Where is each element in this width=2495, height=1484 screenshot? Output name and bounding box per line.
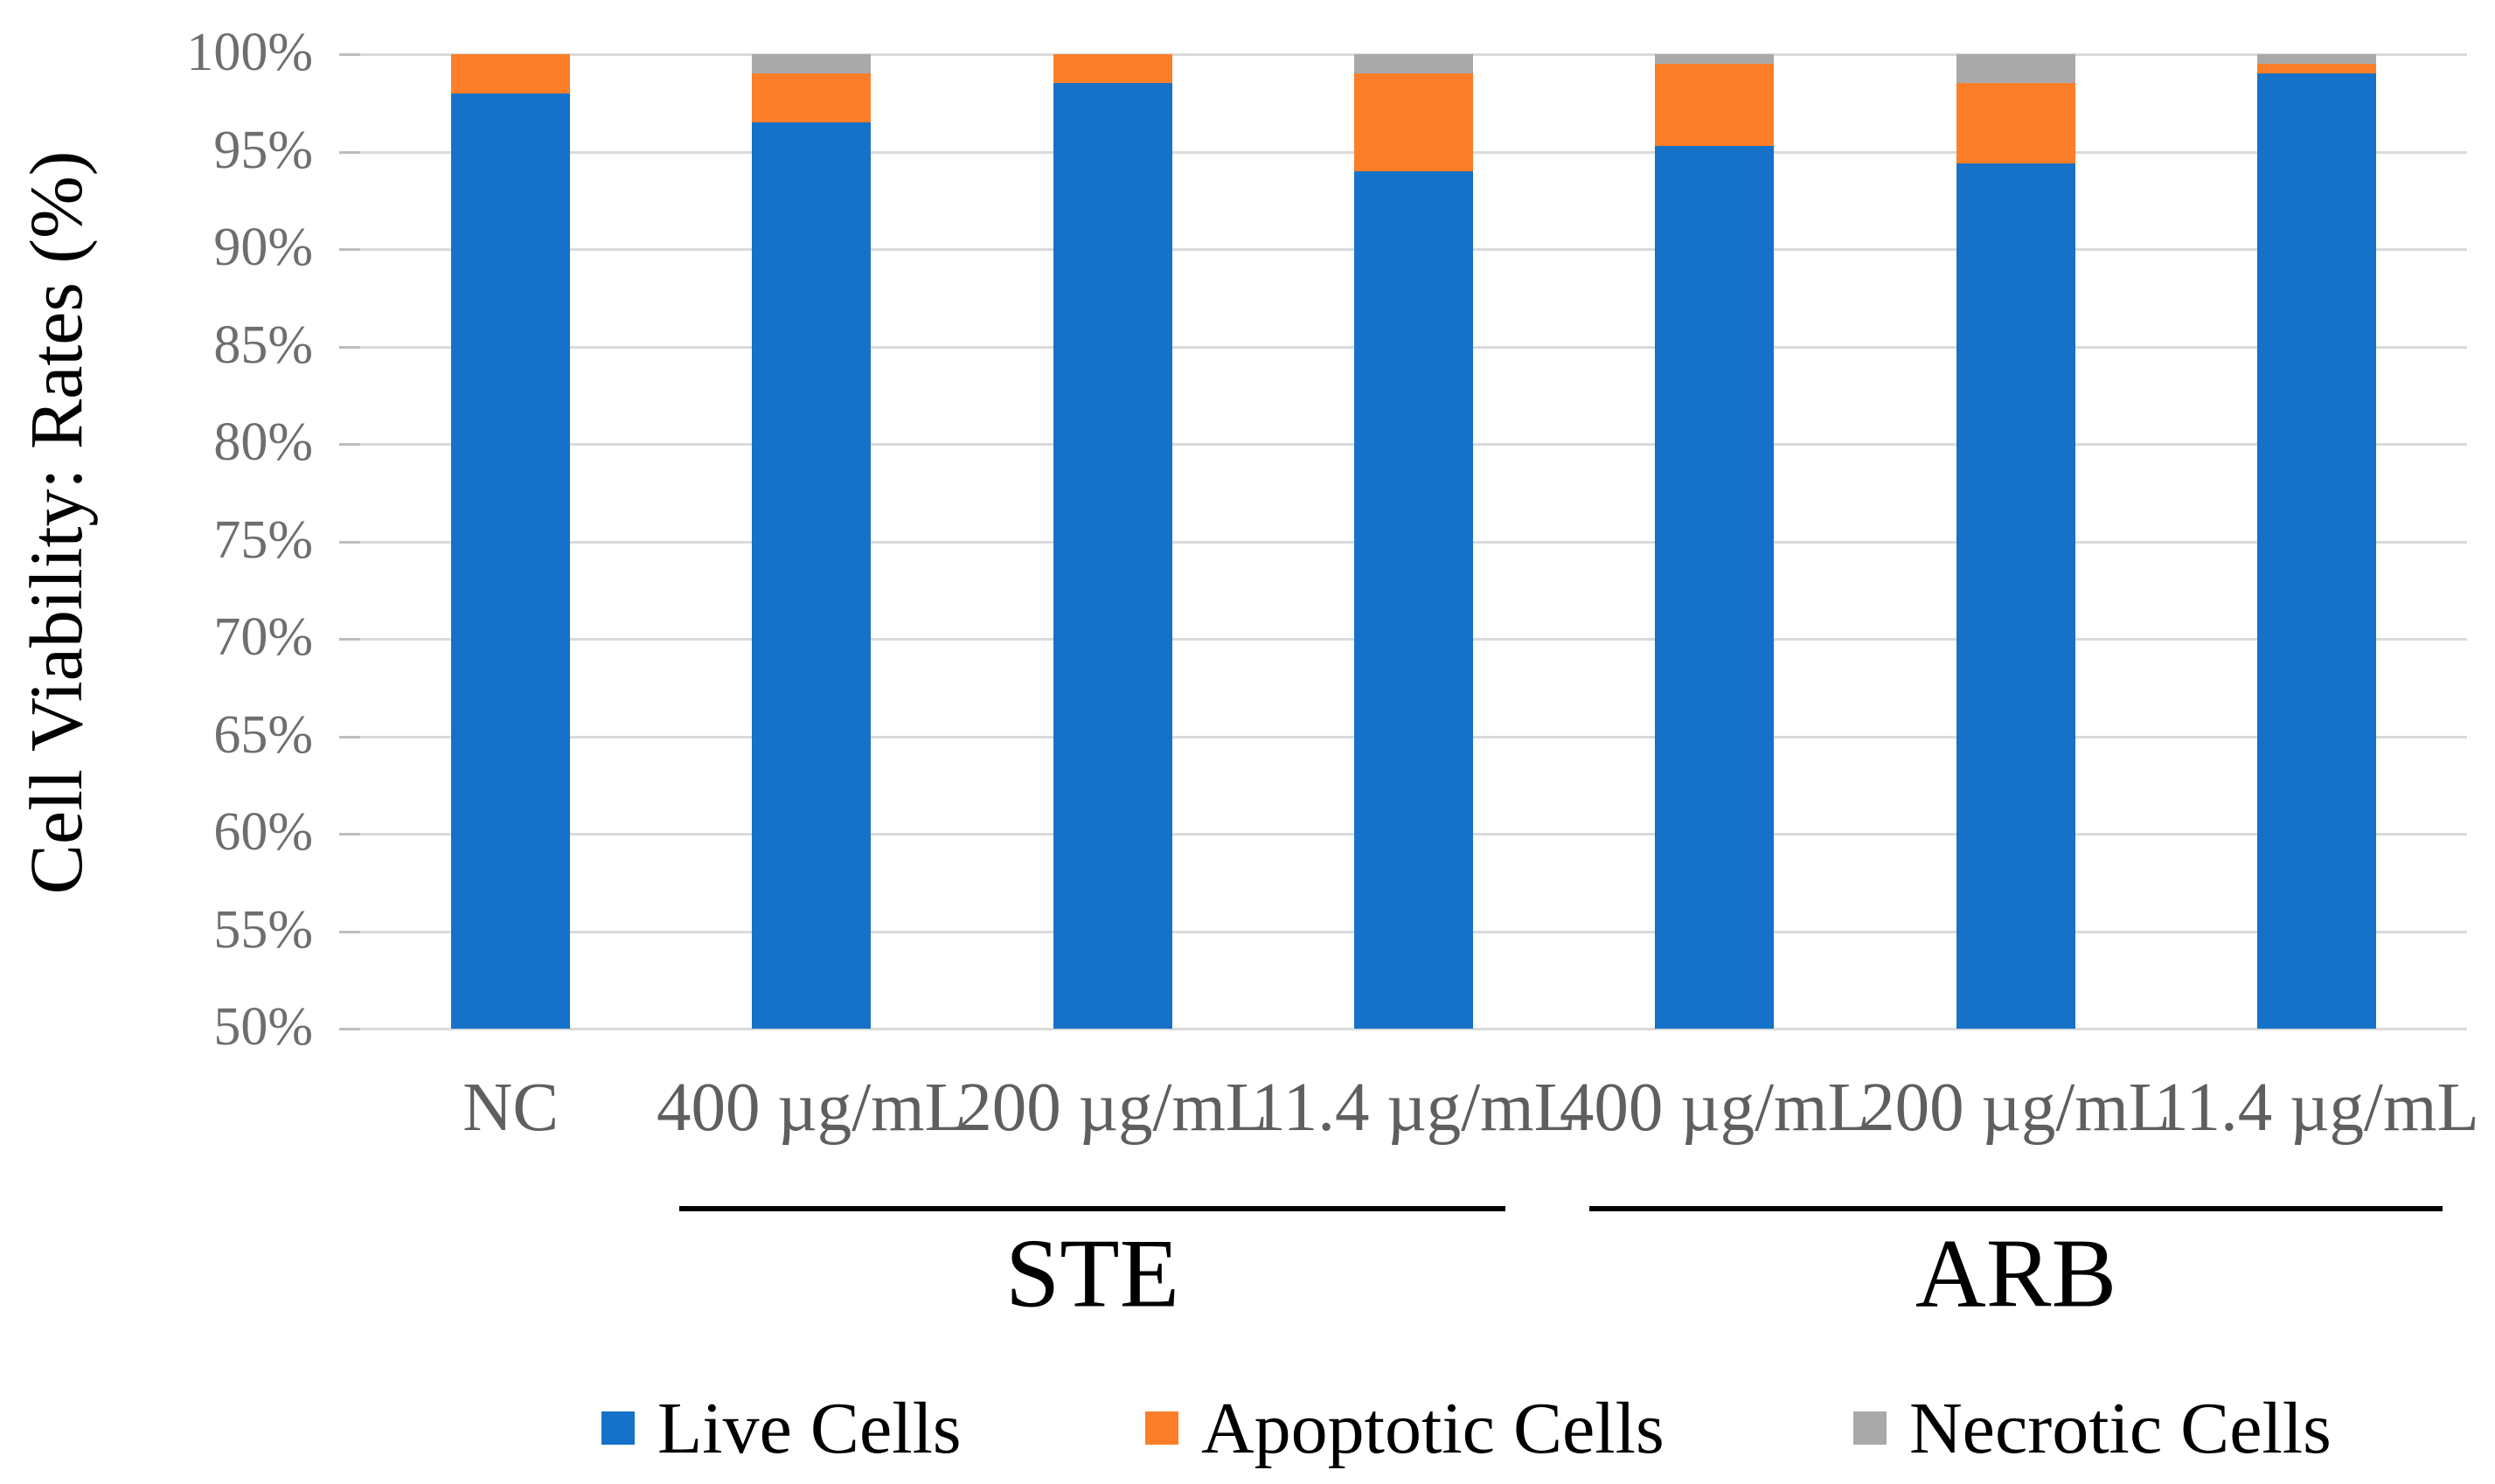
legend-swatch-necrotic-cells <box>1853 1411 1887 1445</box>
bar-segment-necrotic-cells <box>1655 54 1775 65</box>
bar-segment-apoptotic-cells <box>752 73 872 123</box>
y-tick-label: 75% <box>213 510 313 570</box>
x-category-label: 11.4 µg/mL <box>2153 1070 2479 1146</box>
bar-segment-apoptotic-cells <box>1053 54 1172 84</box>
bar-segment-apoptotic-cells <box>1655 64 1775 146</box>
bar-segment-apoptotic-cells <box>2256 64 2376 74</box>
y-axis-tick-mark <box>339 345 360 349</box>
bar-segment-necrotic-cells <box>2256 54 2376 65</box>
bar-segment-live-cells <box>1655 145 1775 1029</box>
y-axis-tick-mark <box>339 443 360 446</box>
bar-segment-apoptotic-cells <box>451 54 571 94</box>
x-category-label: 200 µg/mL <box>1860 1070 2172 1146</box>
bar-segment-necrotic-cells <box>1956 54 2075 84</box>
legend-label: Live Cells <box>657 1387 962 1469</box>
y-axis-tick-mark <box>339 930 360 933</box>
x-category-label: 200 µg/mL <box>957 1070 1268 1146</box>
y-axis-tick-mark <box>339 53 360 56</box>
group-underline-arb <box>1589 1206 2443 1211</box>
gridline <box>360 1028 2467 1030</box>
y-tick-label: 90% <box>213 218 313 278</box>
bar-segment-live-cells <box>1354 170 1473 1029</box>
group-label-arb: ARB <box>1915 1219 2117 1328</box>
bar-segment-live-cells <box>1956 163 2075 1029</box>
bar-segment-apoptotic-cells <box>1354 73 1473 171</box>
x-category-label: 400 µg/mL <box>1559 1070 1870 1146</box>
y-axis-tick-mark <box>339 638 360 641</box>
bar-segment-live-cells <box>451 93 571 1029</box>
legend-swatch-live-cells <box>601 1411 635 1445</box>
y-axis-tick-mark <box>339 540 360 544</box>
bar-segment-necrotic-cells <box>1354 54 1473 74</box>
y-tick-label: 65% <box>213 704 313 765</box>
legend-label: Necrotic Cells <box>1909 1387 2332 1469</box>
y-axis-tick-mark <box>339 248 360 251</box>
y-tick-label: 70% <box>213 607 313 668</box>
y-tick-label: 50% <box>213 997 313 1058</box>
bar-segment-necrotic-cells <box>752 54 872 74</box>
legend-item-apoptotic-cells: Apoptotic Cells <box>1145 1388 1664 1469</box>
y-axis-tick-mark <box>339 150 360 154</box>
y-tick-label: 80% <box>213 413 313 473</box>
y-axis-tick-mark <box>339 1028 360 1030</box>
x-category-label: 400 µg/mL <box>656 1070 967 1146</box>
y-tick-label: 95% <box>213 120 313 180</box>
legend-label: Apoptotic Cells <box>1201 1387 1664 1469</box>
x-category-label: NC <box>462 1070 559 1146</box>
bar-segment-live-cells <box>1053 83 1172 1029</box>
y-axis-tick-mark <box>339 833 360 836</box>
y-tick-label: 60% <box>213 802 313 863</box>
group-underline-ste <box>679 1206 1505 1211</box>
group-label-ste: STE <box>1004 1219 1180 1328</box>
y-tick-label: 100% <box>186 23 313 83</box>
legend-swatch-apoptotic-cells <box>1145 1411 1178 1445</box>
x-category-label: 11.4 µg/mL <box>1251 1070 1576 1146</box>
y-axis-tick-mark <box>339 735 360 739</box>
y-tick-label: 85% <box>213 315 313 375</box>
bar-segment-apoptotic-cells <box>1956 83 2075 163</box>
legend-item-live-cells: Live Cells <box>601 1388 962 1469</box>
bar-segment-live-cells <box>2256 73 2376 1029</box>
legend-item-necrotic-cells: Necrotic Cells <box>1853 1388 2332 1469</box>
y-tick-label: 55% <box>213 899 313 960</box>
bar-segment-live-cells <box>752 122 872 1029</box>
